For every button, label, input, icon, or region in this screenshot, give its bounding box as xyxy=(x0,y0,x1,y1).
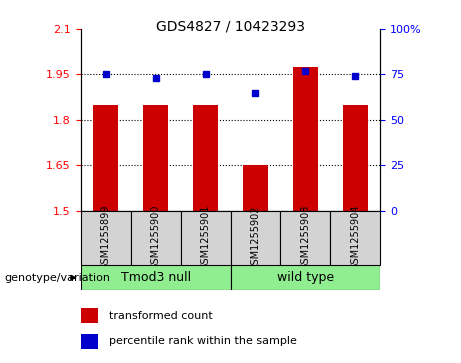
Bar xyxy=(130,211,181,265)
Text: GSM1255902: GSM1255902 xyxy=(250,205,260,270)
Text: wild type: wild type xyxy=(277,271,334,284)
Bar xyxy=(230,265,380,290)
Bar xyxy=(181,211,230,265)
Text: GDS4827 / 10423293: GDS4827 / 10423293 xyxy=(156,20,305,34)
Bar xyxy=(93,105,118,211)
Text: GSM1255901: GSM1255901 xyxy=(201,205,211,270)
Text: GSM1255900: GSM1255900 xyxy=(151,205,160,270)
Bar xyxy=(81,265,230,290)
Bar xyxy=(280,211,331,265)
Bar xyxy=(343,105,368,211)
Bar xyxy=(81,334,98,349)
Text: GSM1255903: GSM1255903 xyxy=(301,205,310,270)
Bar xyxy=(230,211,280,265)
Text: GSM1255904: GSM1255904 xyxy=(350,205,361,270)
Text: Tmod3 null: Tmod3 null xyxy=(120,271,191,284)
Text: genotype/variation: genotype/variation xyxy=(5,273,111,283)
Bar xyxy=(243,165,268,211)
Bar xyxy=(193,105,218,211)
Text: GSM1255899: GSM1255899 xyxy=(100,205,111,270)
Bar xyxy=(81,211,130,265)
Bar xyxy=(331,211,380,265)
Bar xyxy=(143,105,168,211)
Bar xyxy=(293,67,318,211)
Text: transformed count: transformed count xyxy=(109,311,213,321)
Text: percentile rank within the sample: percentile rank within the sample xyxy=(109,337,297,346)
Bar xyxy=(81,308,98,323)
